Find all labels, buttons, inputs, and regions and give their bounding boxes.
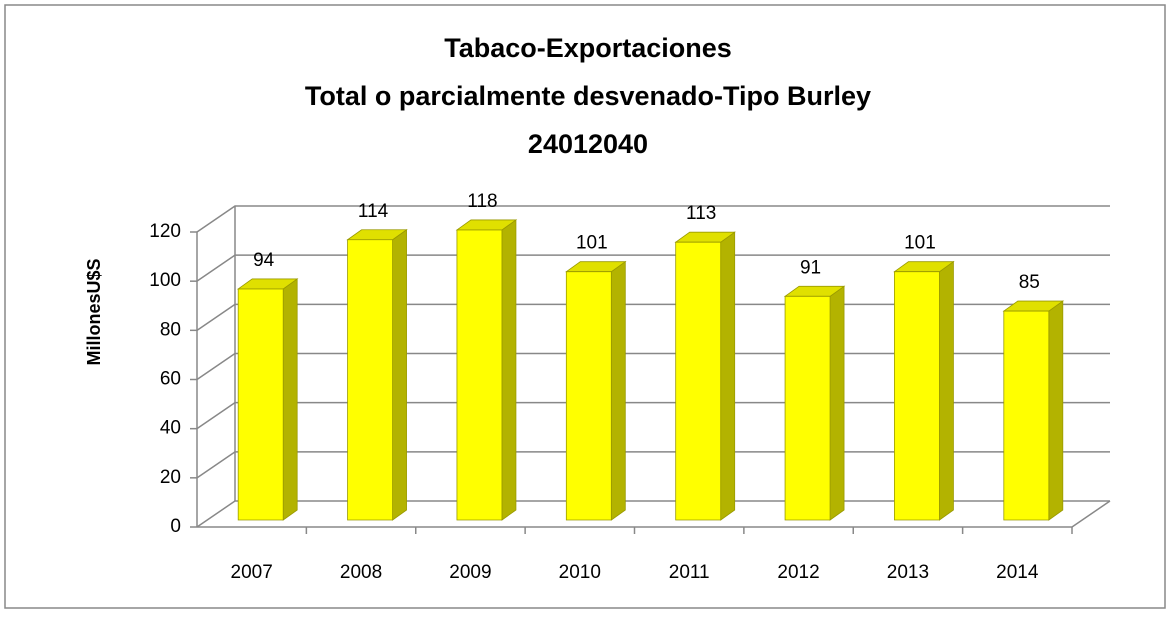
bar-side <box>501 219 517 521</box>
y-tick-label: 100 <box>149 270 181 291</box>
grid-line <box>196 205 1110 233</box>
grid-line <box>196 254 1110 282</box>
bar <box>1002 300 1065 521</box>
x-tick-label: 2010 <box>559 562 601 583</box>
y-tick-label: 40 <box>160 418 181 439</box>
bar-side <box>939 260 954 521</box>
value-label: 91 <box>800 257 821 278</box>
bar-front <box>784 295 831 521</box>
bar <box>565 260 627 521</box>
y-tick-label: 0 <box>170 516 181 537</box>
y-tick-label: 60 <box>160 369 181 390</box>
bar <box>893 260 955 521</box>
y-tick-label: 120 <box>149 221 181 242</box>
bar <box>346 228 408 521</box>
x-tick-label: 2013 <box>887 562 929 583</box>
value-label: 85 <box>1019 272 1040 293</box>
bar <box>455 219 518 521</box>
bar-front <box>1003 310 1050 521</box>
bar-side <box>610 260 626 521</box>
x-tick-label: 2009 <box>449 562 491 583</box>
bar-front <box>237 288 284 521</box>
chart-title: 24012040 <box>528 129 648 159</box>
x-tick-label: 2014 <box>996 562 1039 583</box>
bar <box>783 285 846 521</box>
y-axis-title: MillonesU$S <box>84 258 104 365</box>
value-label: 101 <box>576 233 608 254</box>
bar-side <box>282 278 298 521</box>
value-label: 113 <box>686 203 716 224</box>
value-label: 118 <box>467 191 497 212</box>
bar-side <box>829 285 845 521</box>
bar-front <box>347 239 393 521</box>
y-tick-label: 20 <box>160 467 181 488</box>
value-label: 101 <box>904 233 936 254</box>
chart-title: Total o parcialmente desvenado-Tipo Burl… <box>305 81 871 111</box>
x-tick-label: 2012 <box>777 562 819 583</box>
bar-side <box>392 228 407 521</box>
x-tick-label: 2007 <box>231 562 273 583</box>
y-tick-label: 80 <box>160 319 181 340</box>
x-tick-label: 2008 <box>340 562 382 583</box>
x-tick-label: 2011 <box>669 562 710 583</box>
bar-side <box>1048 300 1064 521</box>
bar-side <box>720 231 736 521</box>
chart-title: Tabaco-Exportaciones <box>444 33 732 63</box>
value-label: 94 <box>253 250 275 271</box>
bar-front <box>675 241 722 521</box>
bar-front <box>456 229 503 521</box>
value-label: 114 <box>358 201 389 222</box>
bar <box>236 278 299 521</box>
bar-front <box>565 271 612 521</box>
bar <box>674 231 736 521</box>
bar-front <box>894 271 940 521</box>
